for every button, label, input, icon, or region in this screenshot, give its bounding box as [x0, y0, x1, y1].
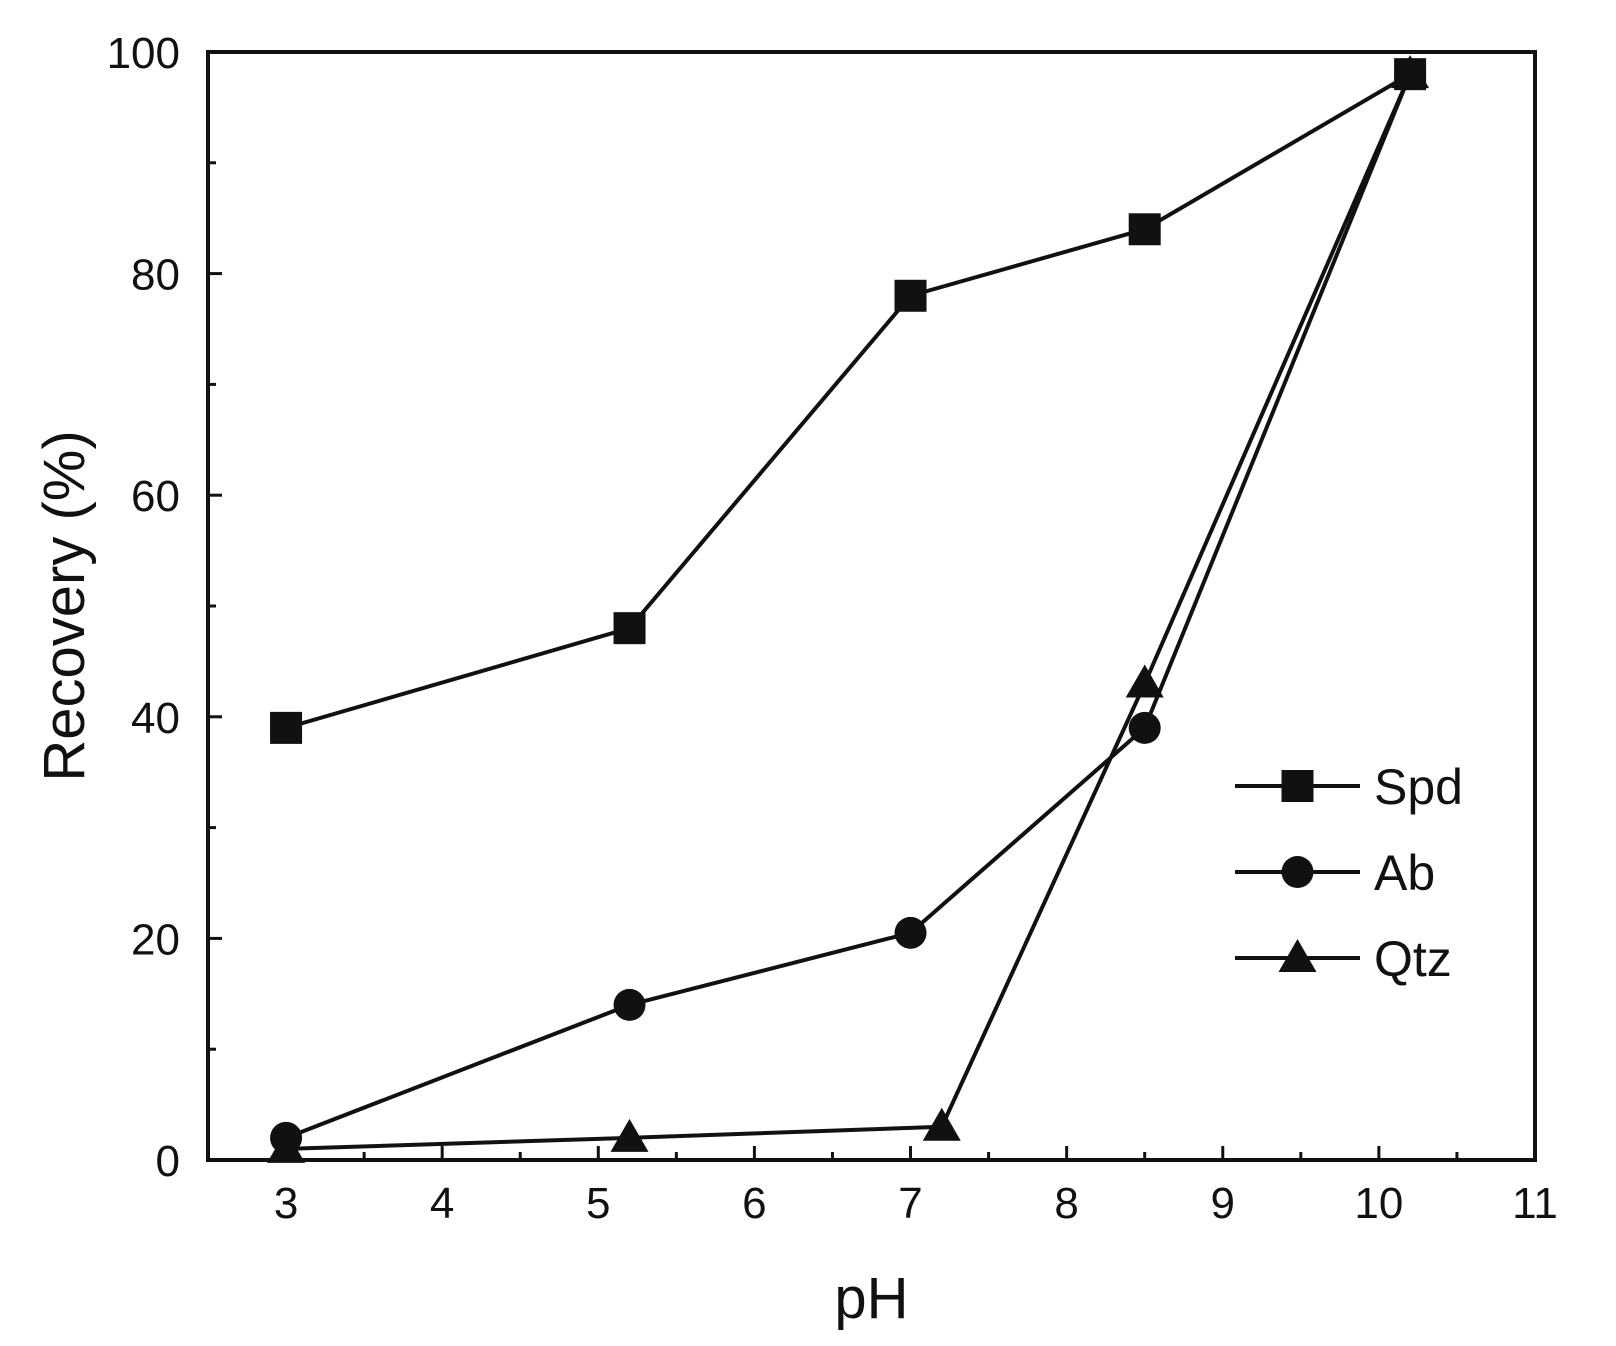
- plot-frame: [206, 50, 1537, 1162]
- legend-marker: [1281, 856, 1314, 888]
- y-tick-label: 0: [156, 1137, 180, 1186]
- data-point-spd: [270, 711, 303, 744]
- data-point-qtz: [1391, 55, 1430, 89]
- y-tick-label: 20: [131, 915, 180, 964]
- x-tick-label: 5: [586, 1179, 610, 1228]
- y-axis-ticks: 0 20 40 60 80 100: [107, 29, 222, 1186]
- x-tick-label: 4: [430, 1179, 454, 1228]
- series-qtz: [267, 55, 1430, 1163]
- legend-marker: [1278, 939, 1317, 972]
- plot-border: [206, 50, 1537, 1162]
- data-point-qtz: [610, 1118, 649, 1152]
- x-axis-title: pH: [834, 1266, 908, 1331]
- legend-item-qtz: Qtz: [1235, 931, 1452, 987]
- data-point-qtz: [267, 1129, 306, 1163]
- data-point-ab: [1128, 711, 1161, 744]
- legend-label: Qtz: [1374, 931, 1452, 987]
- y-tick-label: 60: [131, 472, 180, 521]
- x-tick-label: 6: [742, 1179, 766, 1228]
- data-point-ab: [613, 988, 646, 1021]
- data-point-spd: [1128, 213, 1161, 246]
- x-tick-label: 7: [898, 1179, 922, 1228]
- legend-label: Ab: [1374, 845, 1435, 901]
- legend: Spd Ab Qtz: [1235, 759, 1463, 987]
- x-axis-ticks: 3 4 5 6 7 8 9 10 11: [206, 1146, 1558, 1228]
- series-line-ab: [285, 73, 1412, 1140]
- x-tick-label: 9: [1211, 1179, 1235, 1228]
- data-point-qtz: [1125, 664, 1164, 698]
- series-layer: [267, 55, 1430, 1163]
- data-point-ab: [894, 916, 927, 949]
- x-tick-label: 10: [1354, 1179, 1403, 1228]
- legend-marker: [1281, 770, 1314, 802]
- series-line-qtz: [285, 73, 1412, 1151]
- data-point-qtz: [922, 1107, 961, 1141]
- y-tick-label: 40: [131, 694, 180, 743]
- legend-item-ab: Ab: [1235, 845, 1435, 901]
- legend-item-spd: Spd: [1235, 759, 1463, 815]
- data-point-spd: [613, 612, 646, 645]
- series-line-spd: [285, 72, 1412, 730]
- data-point-spd: [894, 279, 927, 312]
- x-tick-label: 8: [1054, 1179, 1078, 1228]
- x-tick-label: 11: [1512, 1179, 1558, 1228]
- series-spd: [270, 58, 1427, 744]
- y-axis-title: Recovery (%): [32, 430, 97, 781]
- legend-label: Spd: [1374, 759, 1463, 815]
- x-tick-label: 3: [274, 1179, 298, 1228]
- y-tick-label: 100: [107, 29, 180, 78]
- series-ab: [270, 58, 1427, 1154]
- y-tick-label: 80: [131, 251, 180, 300]
